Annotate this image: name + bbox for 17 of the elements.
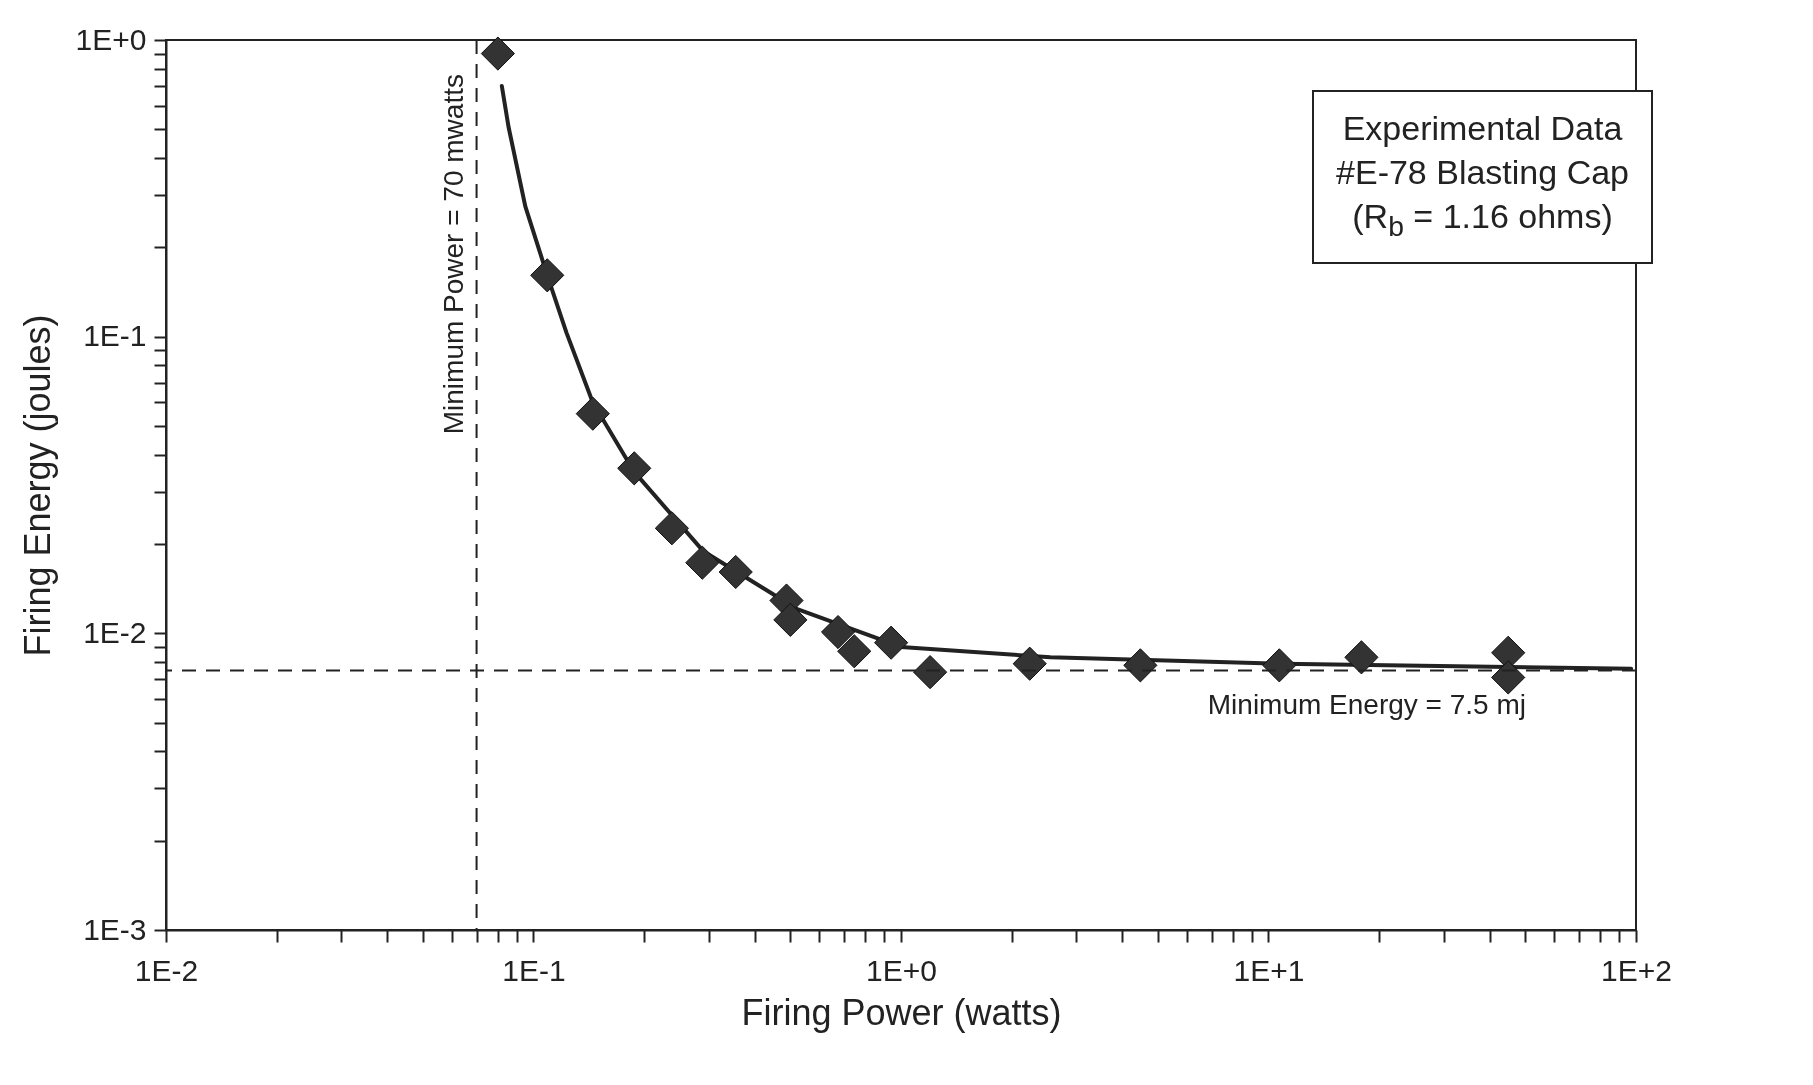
annotation: Experimental Data — [1341, 108, 1624, 149]
y-tick-label: 1E-1 — [83, 319, 147, 353]
x-tick-label: 1E-1 — [502, 953, 566, 987]
x-tick-label: 1E+0 — [866, 953, 937, 987]
x-tick-label: 1E+2 — [1601, 953, 1672, 987]
y-tick-label: 1E+0 — [75, 22, 147, 56]
ref-line-label: Minimum Power = 70 mwatts — [437, 74, 469, 435]
ref-line-label: Minimum Energy = 7.5 mj — [1207, 689, 1526, 721]
y-tick-label: 1E-3 — [83, 912, 147, 946]
annotation: (R$_{b}$ = 1.16 ohms) — [1351, 196, 1614, 244]
y-axis-title: Firing Energy (joules) — [16, 314, 58, 657]
note-box: Experimental Data #E-78 Blasting Cap (R$_{b}$ = 1.16 ohms) — [1312, 90, 1653, 264]
y-tick-label: 1E-2 — [83, 615, 147, 649]
annotation: #E-78 Blasting Cap — [1336, 152, 1629, 193]
x-tick-label: 1E-2 — [134, 953, 199, 987]
x-axis-title: Firing Power (watts) — [741, 991, 1062, 1033]
x-tick-label: 1E+1 — [1233, 953, 1305, 987]
